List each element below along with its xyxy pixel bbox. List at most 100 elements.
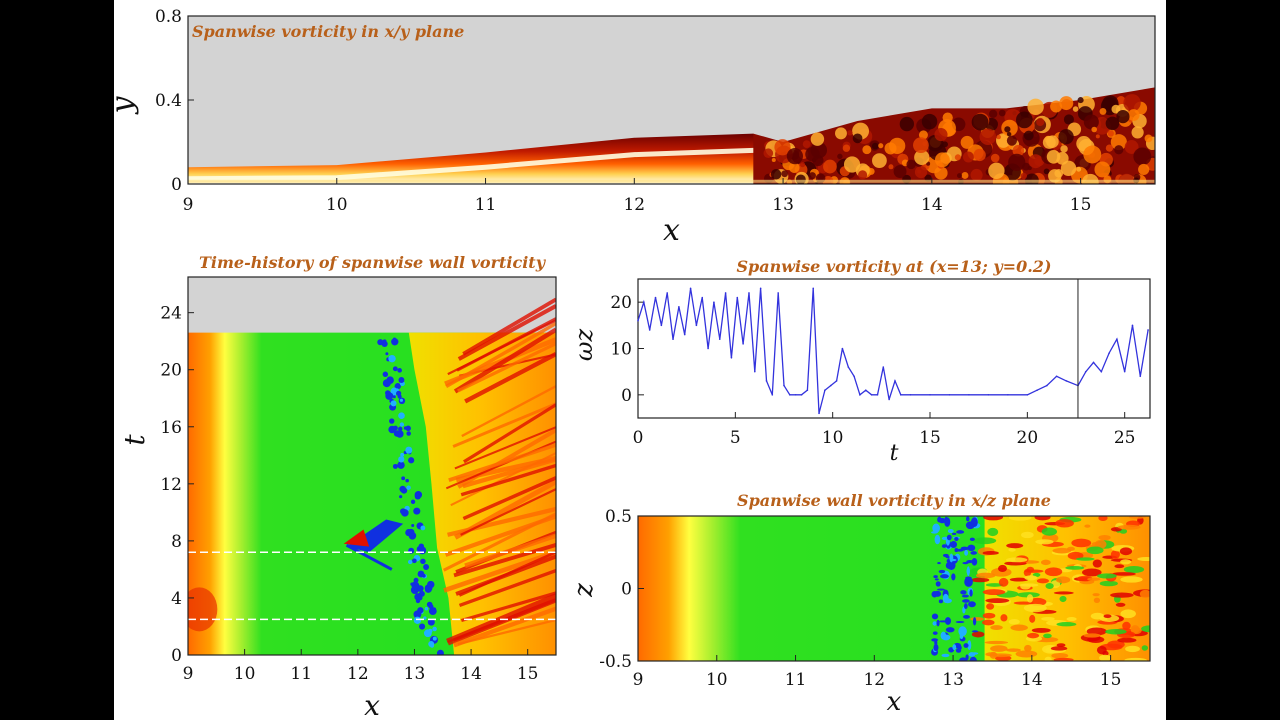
vorticity-streak bbox=[457, 342, 556, 393]
x-tick-label: 13 bbox=[404, 664, 426, 684]
data-point bbox=[900, 394, 902, 396]
front-blob bbox=[401, 476, 406, 481]
turbulent-blob bbox=[1091, 126, 1098, 133]
turbulent-spot bbox=[1120, 576, 1143, 583]
data-point bbox=[812, 287, 815, 290]
turbulent-spot bbox=[1086, 546, 1104, 555]
front-blob bbox=[432, 626, 437, 632]
front-blob bbox=[413, 616, 422, 624]
turbulent-spot bbox=[1026, 566, 1035, 573]
data-point bbox=[1147, 329, 1149, 331]
turbulent-spot bbox=[1041, 616, 1055, 621]
turbulent-blob bbox=[893, 165, 907, 178]
turbulent-blob bbox=[1116, 96, 1126, 106]
front-blob bbox=[960, 590, 967, 595]
data-point bbox=[678, 306, 680, 308]
turbulent-spot bbox=[1117, 637, 1137, 643]
turbulent-spot bbox=[1114, 564, 1125, 569]
front-blob bbox=[954, 536, 959, 541]
vorticity-streak bbox=[453, 543, 556, 578]
front-blob bbox=[417, 595, 423, 601]
transition-front bbox=[931, 516, 981, 661]
turbulent-blob bbox=[842, 144, 851, 152]
data-point bbox=[1007, 394, 1009, 396]
turbulent-spot bbox=[982, 612, 996, 619]
turbulent-spot bbox=[986, 603, 995, 610]
front-blob bbox=[966, 567, 970, 575]
vorticity-streak bbox=[460, 463, 556, 497]
turbulent-spot bbox=[1141, 645, 1149, 651]
front-blob bbox=[963, 615, 970, 619]
front-blob bbox=[959, 657, 968, 661]
x-tick-label: 15 bbox=[1100, 670, 1122, 690]
turbulent-spot bbox=[982, 619, 995, 626]
data-point bbox=[759, 287, 762, 290]
vorticity-streak bbox=[464, 352, 556, 404]
turbulent-blob bbox=[835, 127, 847, 140]
x-tick-label: 20 bbox=[1017, 428, 1039, 448]
turbulent-spot bbox=[1117, 524, 1141, 530]
turbulent-blob bbox=[810, 132, 825, 146]
x-tick-label: 10 bbox=[234, 664, 256, 684]
turbulent-blob bbox=[878, 143, 884, 149]
turbulent-spot bbox=[1056, 643, 1066, 648]
data-point bbox=[864, 389, 867, 392]
plot-area bbox=[188, 16, 1155, 184]
turbulent-structures bbox=[763, 94, 1155, 184]
vorticity-streak bbox=[445, 321, 556, 389]
vorticity-streak bbox=[462, 297, 556, 356]
front-blob bbox=[932, 631, 938, 635]
turbulent-spot bbox=[990, 645, 1008, 652]
data-point bbox=[701, 296, 704, 299]
turbulent-blob bbox=[837, 153, 843, 160]
t-tick-label: 12 bbox=[160, 475, 182, 495]
front-blob bbox=[966, 560, 974, 564]
x-tick-label: 14 bbox=[921, 195, 943, 215]
data-point bbox=[730, 356, 733, 359]
turbulent-blob bbox=[934, 166, 948, 180]
data-point bbox=[987, 394, 990, 396]
x-tick-label: 15 bbox=[919, 428, 941, 448]
turbulent-blob bbox=[770, 169, 782, 180]
data-point bbox=[713, 301, 715, 303]
turbulent-spot bbox=[1026, 594, 1034, 603]
turbulent-spot bbox=[970, 577, 990, 583]
data-point bbox=[1084, 370, 1087, 373]
x-tick-label: 12 bbox=[623, 195, 645, 215]
vorticity-streak bbox=[458, 568, 556, 608]
front-blob bbox=[405, 425, 411, 432]
panel-xy-vorticity: 9 10 11 12 13 14 15 0 0.4 0.8 x y Spanwise vorticity… bbox=[114, 7, 1156, 248]
turbulent-blob bbox=[962, 151, 974, 163]
turbulent-spot bbox=[1105, 628, 1127, 635]
front-blob bbox=[950, 558, 957, 562]
front-blob bbox=[417, 570, 425, 578]
y-axis-label: y bbox=[114, 95, 140, 115]
turbulent-blob bbox=[996, 134, 1001, 140]
turbulent-spot bbox=[1103, 614, 1112, 618]
front-blob bbox=[964, 577, 973, 585]
turbulent-blob bbox=[1099, 107, 1107, 115]
vorticity-streak bbox=[443, 550, 556, 593]
data-point bbox=[1036, 389, 1038, 392]
turbulent-blob bbox=[1107, 130, 1114, 137]
turbulent-spot bbox=[1122, 621, 1131, 630]
front-blob bbox=[392, 340, 397, 345]
figure-canvas: 9 10 11 12 13 14 15 0 0.4 0.8 x y Spanwise vorticity… bbox=[114, 0, 1166, 720]
turbulent-spot bbox=[1008, 619, 1020, 625]
spot-red bbox=[343, 529, 370, 547]
vorticity-streak bbox=[455, 554, 556, 596]
front-blob bbox=[942, 553, 949, 558]
turbulent-spot bbox=[1086, 627, 1107, 636]
turbulent-blob bbox=[1015, 111, 1033, 129]
x-tick-label: 11 bbox=[290, 664, 312, 684]
data-point bbox=[853, 375, 855, 378]
data-point bbox=[637, 319, 639, 322]
front-blob bbox=[946, 534, 952, 541]
front-blob bbox=[961, 594, 969, 598]
data-point bbox=[748, 292, 750, 294]
panel-probe-signal: 0 5 10 15 20 25 0 10 20 t ωz Spanwise vorticity at … bbox=[570, 257, 1151, 466]
turbulent-blob bbox=[788, 162, 800, 173]
panel-xz-vorticity: 9 10 11 12 13 14 15 -0.5 0 0.5 x z Spanwise wall vor… bbox=[569, 491, 1151, 717]
turbulent-blob bbox=[1042, 135, 1056, 149]
vorticity-streak bbox=[453, 606, 556, 648]
